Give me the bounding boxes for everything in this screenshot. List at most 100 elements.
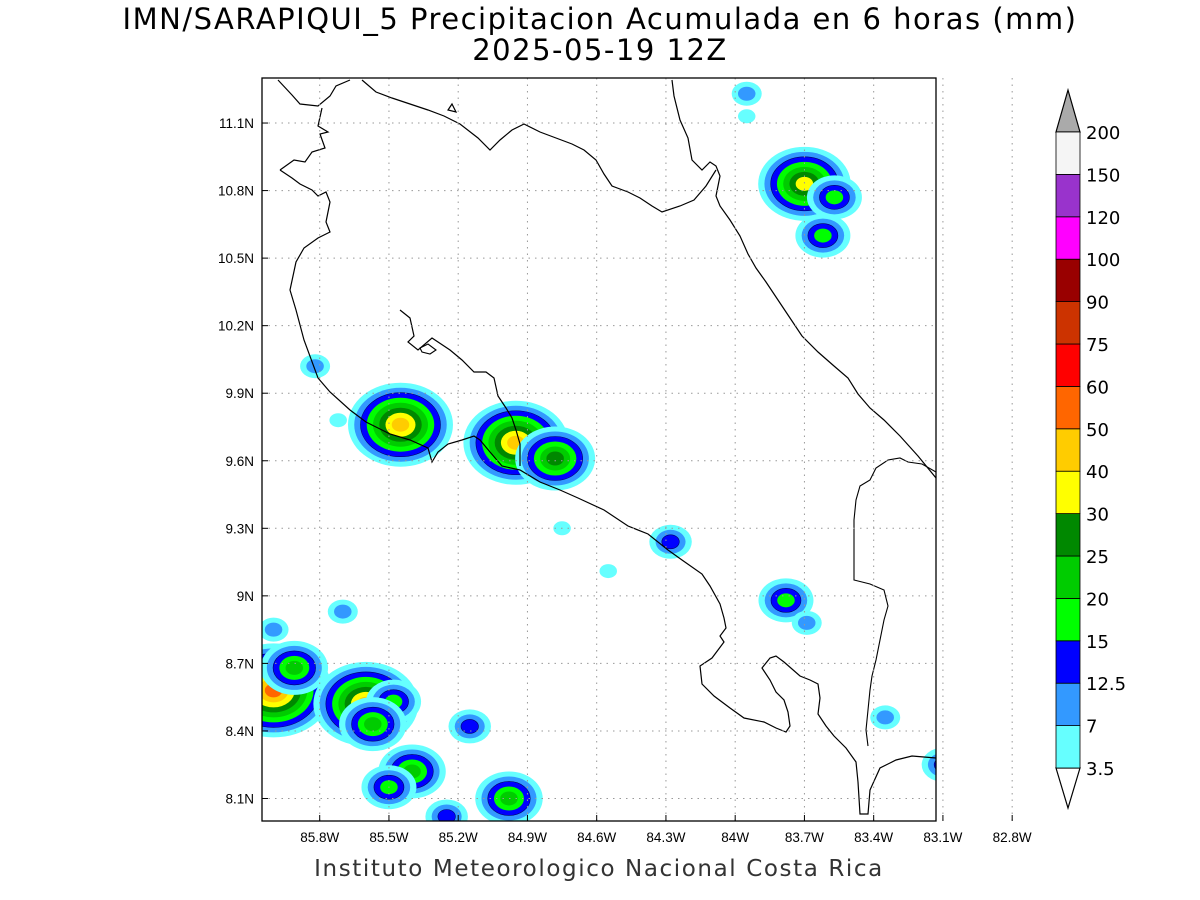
rain-cell-limon-cell-small <box>946 269 976 293</box>
lon-tick-label: 85.8W <box>300 830 339 845</box>
lat-tick-label: 10.8N <box>218 184 254 199</box>
rain-contour <box>737 109 756 124</box>
colorbar-label: 150 <box>1086 165 1120 186</box>
rain-cell-north-cell-2 <box>737 109 756 124</box>
colorbar-underflow-arrow <box>1055 767 1081 811</box>
colorbar-swatch <box>1055 555 1081 599</box>
colorbar-label: 20 <box>1086 589 1109 610</box>
rain-cell-limon-cell <box>961 297 1004 331</box>
rain-cell-sw-ocean-cell-3 <box>339 697 407 752</box>
rain-contour <box>661 534 680 550</box>
colorbar-swatch <box>1055 640 1081 684</box>
rain-cell-ocean-small <box>599 564 617 579</box>
colorbar-swatch <box>1055 470 1081 515</box>
rain-contour <box>946 269 976 293</box>
rain-contour <box>927 754 936 776</box>
colorbar-label: 100 <box>1086 250 1120 271</box>
rain-contour <box>953 274 971 288</box>
colorbar-label: 75 <box>1086 335 1109 356</box>
rain-contour <box>825 190 844 205</box>
lon-tick-label: 83.7W <box>785 830 824 845</box>
colorbar-label: 200 <box>1086 123 1120 144</box>
rain-cell-central-pacific-south <box>515 426 596 491</box>
rain-cell-sw-ocean-cell-2 <box>366 679 422 724</box>
colorbar-swatch <box>1055 598 1081 642</box>
rain-contour <box>391 417 410 432</box>
institution-credit: Instituto Meteorologico Nacional Costa R… <box>314 856 884 882</box>
lat-tick-label: 8.4N <box>225 724 254 739</box>
colorbar-swatch <box>1055 513 1081 557</box>
rain-contour <box>737 86 756 101</box>
rain-contour <box>306 359 324 374</box>
colorbar-label: 30 <box>1086 505 1109 526</box>
rain-contour <box>973 307 991 321</box>
map-axes: 85.8W 85.5W 85.2W 84.9W 84.6W 84.3W 84W 83.7W 83… <box>218 77 1032 845</box>
colorbar-label: 50 <box>1086 420 1109 441</box>
rain-cell-sw-ocean-edge <box>262 617 289 642</box>
rain-contour <box>963 145 993 169</box>
colorbar-label: 40 <box>1086 462 1109 483</box>
rain-contour <box>334 604 352 619</box>
rain-cell-burica-cell <box>921 748 936 781</box>
rain-cell-south-ocean-cell-3 <box>425 799 468 821</box>
rain-cell-golfito-cell <box>870 705 901 730</box>
colorbar-label: 120 <box>1086 208 1120 229</box>
rain-contour <box>500 791 518 806</box>
caribbean-coastline <box>671 79 936 479</box>
rain-cell-offshore-ne-cell-2 <box>968 156 1011 190</box>
colorbar-label: 7 <box>1086 717 1097 738</box>
rain-cell-caribbean-north-small <box>806 175 862 220</box>
rain-cell-nicoya-gulf-band <box>347 382 453 467</box>
rain-contour <box>437 809 456 821</box>
rain-contour <box>961 297 1004 331</box>
lon-tick-label: 85.2W <box>439 830 478 845</box>
rain-contour <box>546 451 564 466</box>
rain-contour <box>814 228 832 243</box>
rain-cell-osa-cell <box>758 578 814 623</box>
lat-tick-label: 10.5N <box>218 251 254 266</box>
rain-cell-south-ocean-cell-2 <box>475 771 543 821</box>
nicaragua-lake-shore <box>361 79 717 213</box>
colorbar-swatch <box>1055 216 1081 260</box>
colorbar-swatch <box>1055 258 1081 303</box>
lon-tick-label: 84.3W <box>646 830 685 845</box>
lat-tick-label: 9.9N <box>225 386 254 401</box>
colorbar-legend: 3.5 7 12.5 15 20 25 30 40 50 60 75 90 100 120 150 200 <box>1055 87 1126 811</box>
map-subtitle-date: 2025-05-19 12Z <box>472 33 728 67</box>
rain-contour <box>364 717 382 732</box>
lat-tick-label: 8.1N <box>225 791 254 806</box>
lon-tick-label: 84W <box>721 830 749 845</box>
colorbar-swatch <box>1055 428 1081 472</box>
rain-contour <box>329 413 347 428</box>
colorbar-label: 12.5 <box>1086 674 1126 695</box>
rain-contour <box>933 760 936 770</box>
colorbar-swatch <box>1055 343 1081 387</box>
lat-tick-label: 9.6N <box>225 454 254 469</box>
rain-contour <box>460 719 479 734</box>
lat-tick-label: 11.1N <box>219 116 254 131</box>
rain-contour <box>980 166 998 180</box>
lon-tick-label: 84.6W <box>577 830 616 845</box>
rain-contour <box>1009 107 1039 131</box>
rain-contour <box>996 200 1051 244</box>
lon-tick-label: 82.8W <box>993 830 1032 845</box>
colorbar-label: 90 <box>1086 293 1109 314</box>
lon-tick-label: 84.9W <box>508 830 547 845</box>
coastline-layer <box>277 79 936 815</box>
colorbar-label: 15 <box>1086 632 1109 653</box>
colorbar-swatch <box>1055 725 1081 769</box>
rain-contour <box>285 660 304 675</box>
rain-cell-ne-offshore-cell <box>1009 107 1039 131</box>
colorbar-label: 25 <box>1086 547 1109 568</box>
lon-tick-label: 83.4W <box>854 830 893 845</box>
colorbar-swatch <box>1055 131 1081 175</box>
colorbar-swatch <box>1055 385 1081 430</box>
colorbar-label: 3.5 <box>1086 759 1115 780</box>
map-title: IMN/SARAPIQUI_5 Precipitacion Acumulada … <box>122 2 1078 36</box>
rain-cell-nw-coast-small-2 <box>329 413 347 428</box>
graticule-grid <box>262 78 1013 821</box>
rain-contour <box>968 156 1011 190</box>
lat-tick-label: 8.7N <box>225 656 254 671</box>
map-frame <box>261 77 937 822</box>
rain-layer <box>262 81 1051 821</box>
